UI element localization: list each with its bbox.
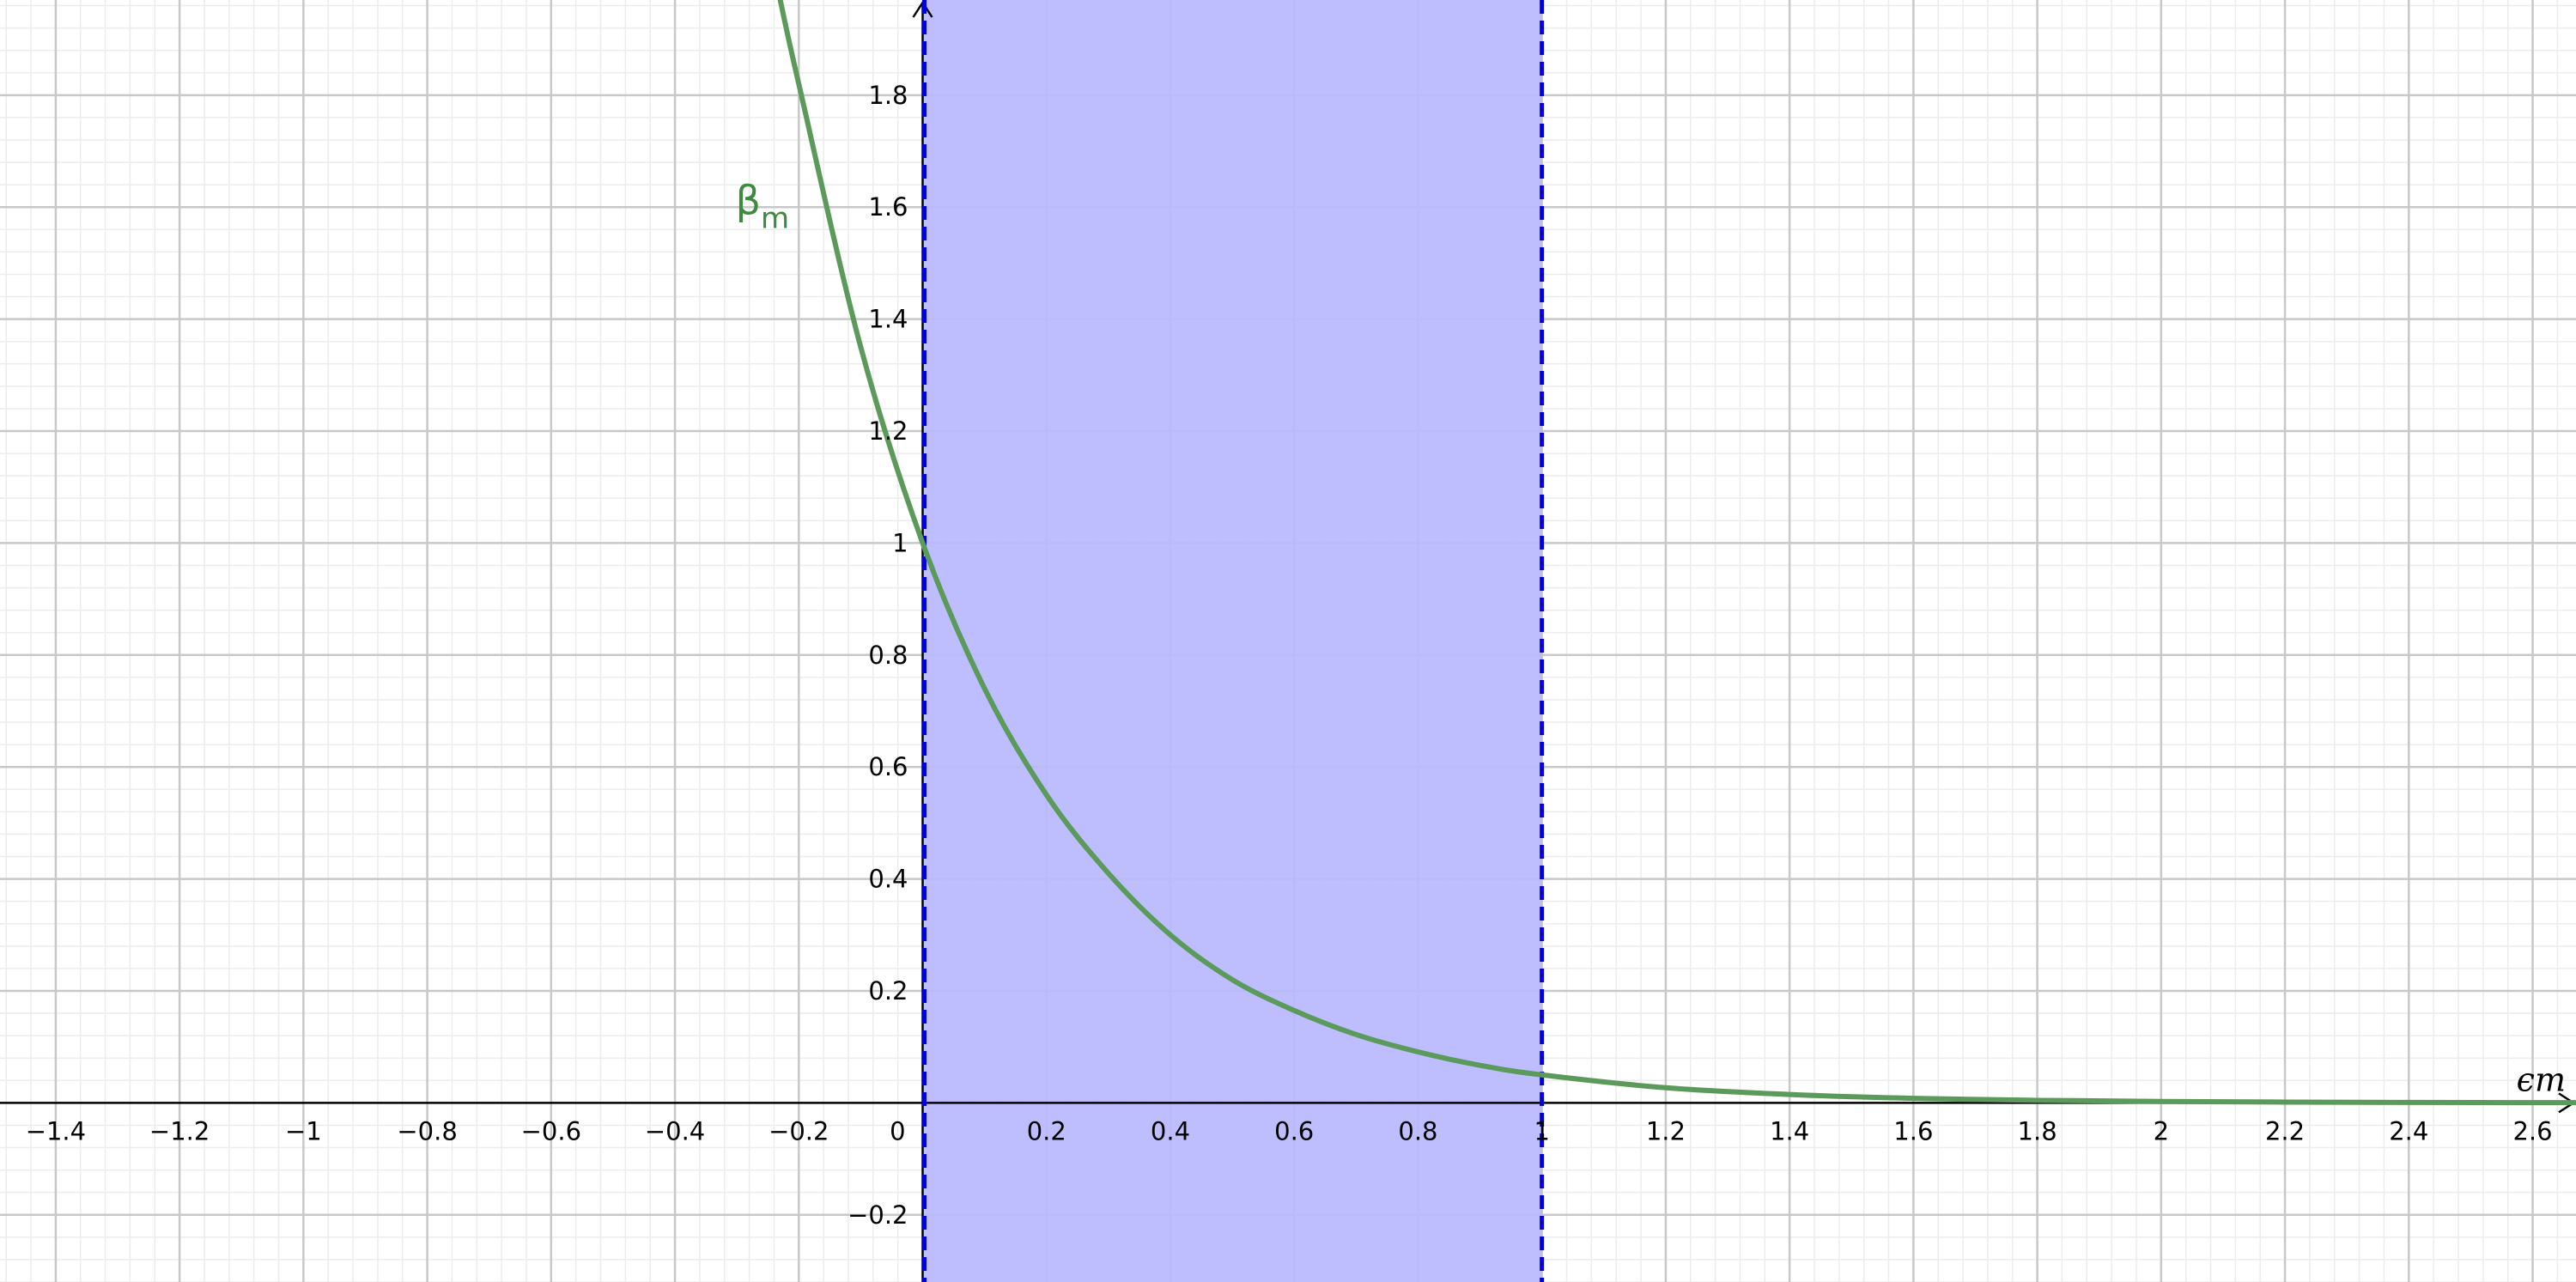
x-tick-label: 2.2 xyxy=(2265,1116,2305,1145)
y-tick-label: 1.2 xyxy=(868,416,908,446)
y-tick-label: 0.6 xyxy=(868,752,908,781)
x-tick-label: 1.8 xyxy=(2018,1116,2057,1145)
x-tick-label: −0.6 xyxy=(521,1116,581,1145)
shaded-region xyxy=(922,0,1542,1282)
y-tick-label: 1.4 xyxy=(868,305,908,334)
y-tick-label: 0.4 xyxy=(868,865,908,894)
series-name: β xyxy=(736,178,761,224)
y-tick-label: 1.6 xyxy=(868,192,908,222)
y-tick-label: 1 xyxy=(892,528,908,557)
x-tick-label: 2 xyxy=(2154,1116,2169,1145)
series-group xyxy=(777,0,2576,1106)
x-tick-label: 2.4 xyxy=(2389,1116,2428,1145)
x-tick-label: −0.4 xyxy=(645,1116,705,1145)
tick-labels: −1.4 −1.2 −1 −0.8 −0.6 −0.4 −0.2 0.2 0.4 0.6 0.8 1 1… xyxy=(26,81,2553,1230)
y-tick-label: 0.2 xyxy=(868,976,908,1006)
y-tick-label: −0.2 xyxy=(848,1200,908,1230)
x-tick-label: 0.6 xyxy=(1274,1116,1314,1145)
x-axis-label: ϵm xyxy=(2517,1060,2566,1098)
y-tick-label: 1.8 xyxy=(868,81,908,110)
x-tick-label: 1.6 xyxy=(1893,1116,1933,1145)
x-tick-label: 0.8 xyxy=(1398,1116,1437,1145)
region-boundaries xyxy=(922,0,1545,1282)
series-label: βm xyxy=(736,178,789,236)
x-tick-label: 2.6 xyxy=(2512,1116,2552,1145)
x-tick-label: 0.2 xyxy=(1027,1116,1066,1145)
x-tick-label: 1.4 xyxy=(1770,1116,1809,1145)
x-tick-label: −0.2 xyxy=(769,1116,829,1145)
x-tick-label: −1.2 xyxy=(149,1116,210,1145)
series-line-beta-m xyxy=(777,0,2576,1106)
x-tick-label: 0.4 xyxy=(1151,1116,1190,1145)
x-tick-label: −1.4 xyxy=(26,1116,86,1145)
origin-label: 0 xyxy=(890,1116,905,1145)
y-tick-label: 0.8 xyxy=(868,641,908,670)
x-tick-label: −0.8 xyxy=(397,1116,457,1145)
series-name-subscript: m xyxy=(761,202,789,236)
x-tick-label: 1.2 xyxy=(1646,1116,1686,1145)
x-tick-label: 1 xyxy=(1534,1116,1549,1145)
shaded-region-group xyxy=(922,0,1542,1282)
x-tick-label: −1 xyxy=(285,1116,322,1145)
